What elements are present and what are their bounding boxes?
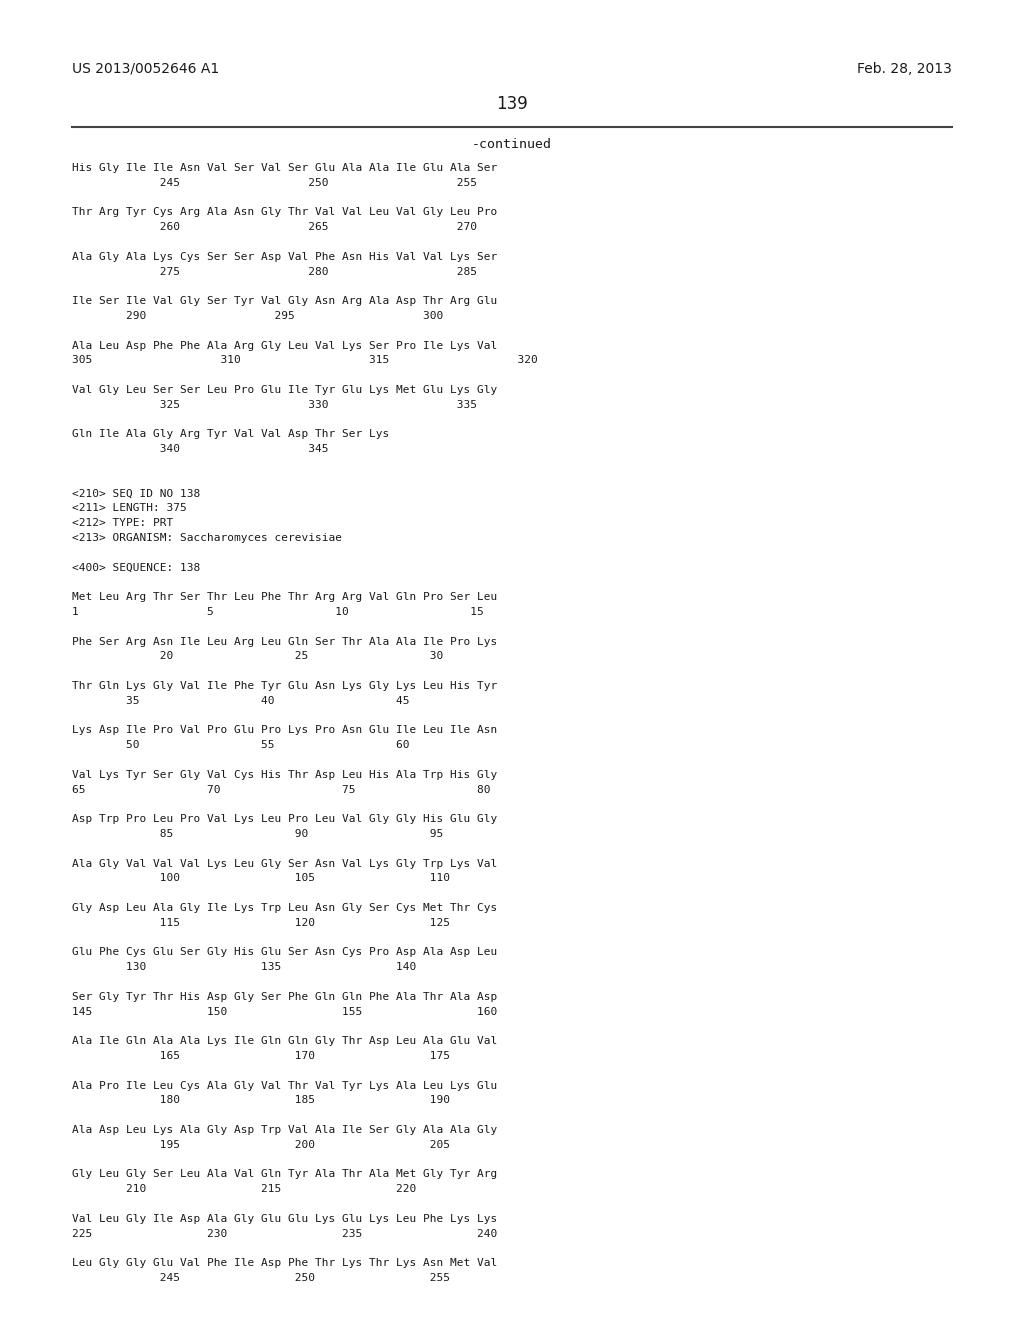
- Text: Ala Pro Ile Leu Cys Ala Gly Val Thr Val Tyr Lys Ala Leu Lys Glu: Ala Pro Ile Leu Cys Ala Gly Val Thr Val …: [72, 1081, 498, 1090]
- Text: Val Lys Tyr Ser Gly Val Cys His Thr Asp Leu His Ala Trp His Gly: Val Lys Tyr Ser Gly Val Cys His Thr Asp …: [72, 770, 498, 780]
- Text: Gly Asp Leu Ala Gly Ile Lys Trp Leu Asn Gly Ser Cys Met Thr Cys: Gly Asp Leu Ala Gly Ile Lys Trp Leu Asn …: [72, 903, 498, 913]
- Text: Ala Gly Ala Lys Cys Ser Ser Asp Val Phe Asn His Val Val Lys Ser: Ala Gly Ala Lys Cys Ser Ser Asp Val Phe …: [72, 252, 498, 261]
- Text: Ser Gly Tyr Thr His Asp Gly Ser Phe Gln Gln Phe Ala Thr Ala Asp: Ser Gly Tyr Thr His Asp Gly Ser Phe Gln …: [72, 991, 498, 1002]
- Text: 85                  90                  95: 85 90 95: [72, 829, 443, 840]
- Text: Ile Ser Ile Val Gly Ser Tyr Val Gly Asn Arg Ala Asp Thr Arg Glu: Ile Ser Ile Val Gly Ser Tyr Val Gly Asn …: [72, 296, 498, 306]
- Text: 225                 230                 235                 240: 225 230 235 240: [72, 1229, 498, 1238]
- Text: Leu Gly Gly Glu Val Phe Ile Asp Phe Thr Lys Thr Lys Asn Met Val: Leu Gly Gly Glu Val Phe Ile Asp Phe Thr …: [72, 1258, 498, 1269]
- Text: 145                 150                 155                 160: 145 150 155 160: [72, 1007, 498, 1016]
- Text: 290                   295                   300: 290 295 300: [72, 312, 443, 321]
- Text: Met Leu Arg Thr Ser Thr Leu Phe Thr Arg Arg Val Gln Pro Ser Leu: Met Leu Arg Thr Ser Thr Leu Phe Thr Arg …: [72, 593, 498, 602]
- Text: Ala Leu Asp Phe Phe Ala Arg Gly Leu Val Lys Ser Pro Ile Lys Val: Ala Leu Asp Phe Phe Ala Arg Gly Leu Val …: [72, 341, 498, 351]
- Text: Val Leu Gly Ile Asp Ala Gly Glu Glu Lys Glu Lys Leu Phe Lys Lys: Val Leu Gly Ile Asp Ala Gly Glu Glu Lys …: [72, 1214, 498, 1224]
- Text: 245                   250                   255: 245 250 255: [72, 178, 477, 187]
- Text: <400> SEQUENCE: 138: <400> SEQUENCE: 138: [72, 562, 201, 573]
- Text: 115                 120                 125: 115 120 125: [72, 917, 450, 928]
- Text: 35                  40                  45: 35 40 45: [72, 696, 410, 706]
- Text: 1                   5                  10                  15: 1 5 10 15: [72, 607, 483, 616]
- Text: Glu Phe Cys Glu Ser Gly His Glu Ser Asn Cys Pro Asp Ala Asp Leu: Glu Phe Cys Glu Ser Gly His Glu Ser Asn …: [72, 948, 498, 957]
- Text: Ala Gly Val Val Val Lys Leu Gly Ser Asn Val Lys Gly Trp Lys Val: Ala Gly Val Val Val Lys Leu Gly Ser Asn …: [72, 858, 498, 869]
- Text: Val Gly Leu Ser Ser Leu Pro Glu Ile Tyr Glu Lys Met Glu Lys Gly: Val Gly Leu Ser Ser Leu Pro Glu Ile Tyr …: [72, 385, 498, 395]
- Text: Ala Ile Gln Ala Ala Lys Ile Gln Gln Gly Thr Asp Leu Ala Glu Val: Ala Ile Gln Ala Ala Lys Ile Gln Gln Gly …: [72, 1036, 498, 1047]
- Text: <211> LENGTH: 375: <211> LENGTH: 375: [72, 503, 186, 513]
- Text: 139: 139: [496, 95, 528, 114]
- Text: -continued: -continued: [472, 139, 552, 150]
- Text: Asp Trp Pro Leu Pro Val Lys Leu Pro Leu Val Gly Gly His Glu Gly: Asp Trp Pro Leu Pro Val Lys Leu Pro Leu …: [72, 814, 498, 824]
- Text: Gly Leu Gly Ser Leu Ala Val Gln Tyr Ala Thr Ala Met Gly Tyr Arg: Gly Leu Gly Ser Leu Ala Val Gln Tyr Ala …: [72, 1170, 498, 1179]
- Text: 180                 185                 190: 180 185 190: [72, 1096, 450, 1105]
- Text: His Gly Ile Ile Asn Val Ser Val Ser Glu Ala Ala Ile Glu Ala Ser: His Gly Ile Ile Asn Val Ser Val Ser Glu …: [72, 162, 498, 173]
- Text: 65                  70                  75                  80: 65 70 75 80: [72, 784, 490, 795]
- Text: 130                 135                 140: 130 135 140: [72, 962, 416, 973]
- Text: 260                   265                   270: 260 265 270: [72, 222, 477, 232]
- Text: <212> TYPE: PRT: <212> TYPE: PRT: [72, 519, 173, 528]
- Text: 325                   330                   335: 325 330 335: [72, 400, 477, 409]
- Text: Ala Asp Leu Lys Ala Gly Asp Trp Val Ala Ile Ser Gly Ala Ala Gly: Ala Asp Leu Lys Ala Gly Asp Trp Val Ala …: [72, 1125, 498, 1135]
- Text: 165                 170                 175: 165 170 175: [72, 1051, 450, 1061]
- Text: Lys Asp Ile Pro Val Pro Glu Pro Lys Pro Asn Glu Ile Leu Ile Asn: Lys Asp Ile Pro Val Pro Glu Pro Lys Pro …: [72, 726, 498, 735]
- Text: Feb. 28, 2013: Feb. 28, 2013: [857, 62, 952, 77]
- Text: <210> SEQ ID NO 138: <210> SEQ ID NO 138: [72, 488, 201, 499]
- Text: 210                 215                 220: 210 215 220: [72, 1184, 416, 1195]
- Text: 340                   345: 340 345: [72, 445, 329, 454]
- Text: 245                 250                 255: 245 250 255: [72, 1272, 450, 1283]
- Text: US 2013/0052646 A1: US 2013/0052646 A1: [72, 62, 219, 77]
- Text: Phe Ser Arg Asn Ile Leu Arg Leu Gln Ser Thr Ala Ala Ile Pro Lys: Phe Ser Arg Asn Ile Leu Arg Leu Gln Ser …: [72, 636, 498, 647]
- Text: Gln Ile Ala Gly Arg Tyr Val Val Asp Thr Ser Lys: Gln Ile Ala Gly Arg Tyr Val Val Asp Thr …: [72, 429, 389, 440]
- Text: <213> ORGANISM: Saccharomyces cerevisiae: <213> ORGANISM: Saccharomyces cerevisiae: [72, 533, 342, 543]
- Text: 195                 200                 205: 195 200 205: [72, 1139, 450, 1150]
- Text: Thr Arg Tyr Cys Arg Ala Asn Gly Thr Val Val Leu Val Gly Leu Pro: Thr Arg Tyr Cys Arg Ala Asn Gly Thr Val …: [72, 207, 498, 218]
- Text: 275                   280                   285: 275 280 285: [72, 267, 477, 277]
- Text: 50                  55                  60: 50 55 60: [72, 741, 410, 750]
- Text: Thr Gln Lys Gly Val Ile Phe Tyr Glu Asn Lys Gly Lys Leu His Tyr: Thr Gln Lys Gly Val Ile Phe Tyr Glu Asn …: [72, 681, 498, 690]
- Text: 20                  25                  30: 20 25 30: [72, 651, 443, 661]
- Text: 305                   310                   315                   320: 305 310 315 320: [72, 355, 538, 366]
- Text: 100                 105                 110: 100 105 110: [72, 874, 450, 883]
